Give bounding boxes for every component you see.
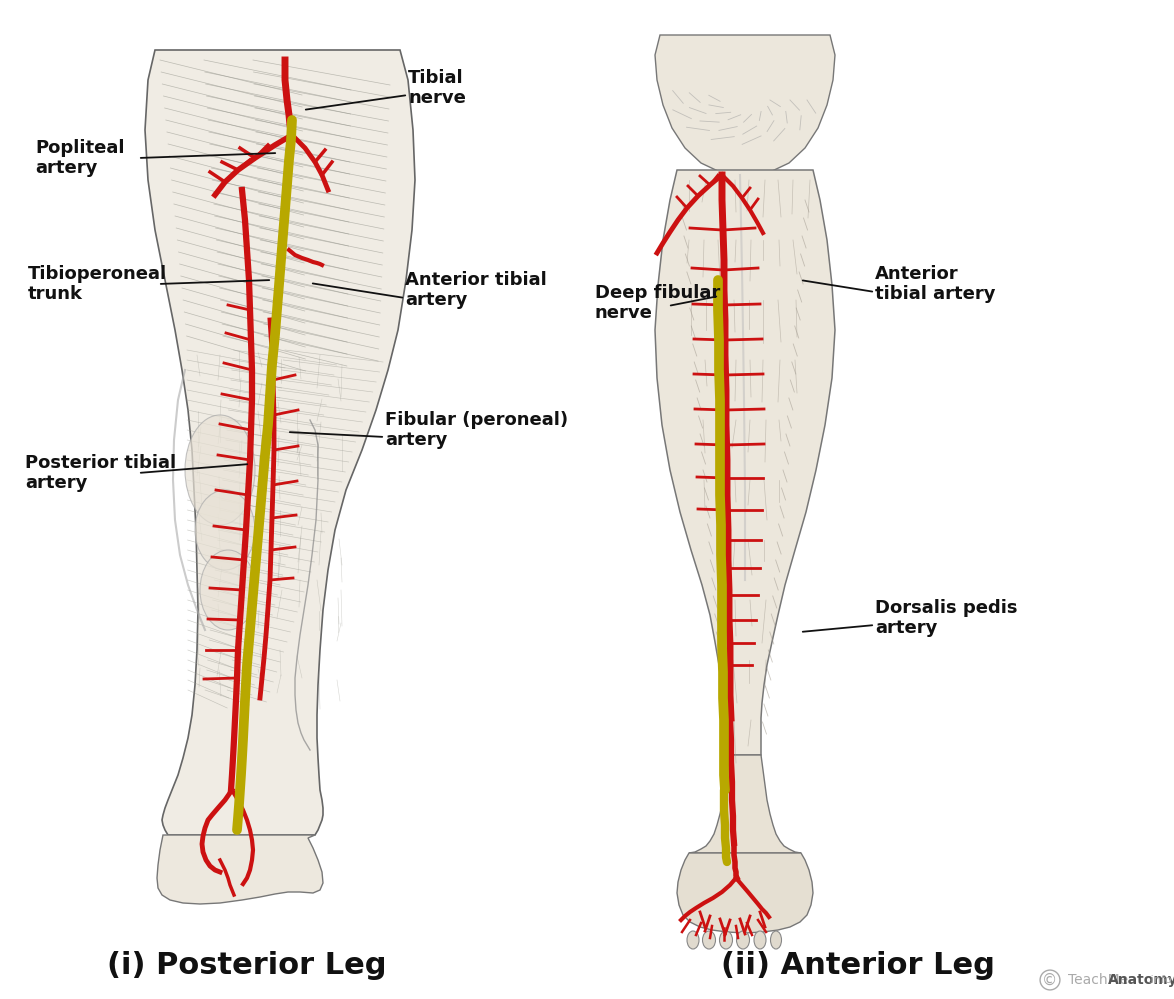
Text: TeachMe: TeachMe [1068,973,1128,987]
Ellipse shape [736,931,749,949]
Polygon shape [677,853,814,933]
Ellipse shape [702,931,715,949]
Text: Fibular (peroneal)
artery: Fibular (peroneal) artery [385,411,568,450]
Text: Popliteal
artery: Popliteal artery [35,139,124,178]
Text: (i) Posterior Leg: (i) Posterior Leg [107,950,386,979]
Ellipse shape [720,931,733,949]
Text: .info: .info [1148,975,1173,985]
Polygon shape [146,50,414,835]
Polygon shape [689,755,801,853]
Ellipse shape [770,931,782,949]
Text: Anterior
tibial artery: Anterior tibial artery [875,265,996,304]
Polygon shape [655,170,835,755]
Text: Dorsalis pedis
artery: Dorsalis pedis artery [875,598,1018,637]
Text: Anatomy: Anatomy [1108,973,1174,987]
Text: Tibioperoneal
trunk: Tibioperoneal trunk [28,265,167,304]
Text: Posterior tibial
artery: Posterior tibial artery [25,454,176,493]
Ellipse shape [754,931,765,949]
Polygon shape [157,835,323,904]
Text: Deep fibular
nerve: Deep fibular nerve [595,284,721,323]
Text: Anterior tibial
artery: Anterior tibial artery [405,271,547,310]
Ellipse shape [200,550,256,630]
Ellipse shape [687,931,699,949]
Polygon shape [655,35,835,176]
Text: (ii) Anterior Leg: (ii) Anterior Leg [721,950,994,979]
Text: Tibial
nerve: Tibial nerve [409,69,466,108]
Text: ©: © [1043,972,1058,987]
Ellipse shape [195,490,255,570]
Ellipse shape [185,415,255,525]
